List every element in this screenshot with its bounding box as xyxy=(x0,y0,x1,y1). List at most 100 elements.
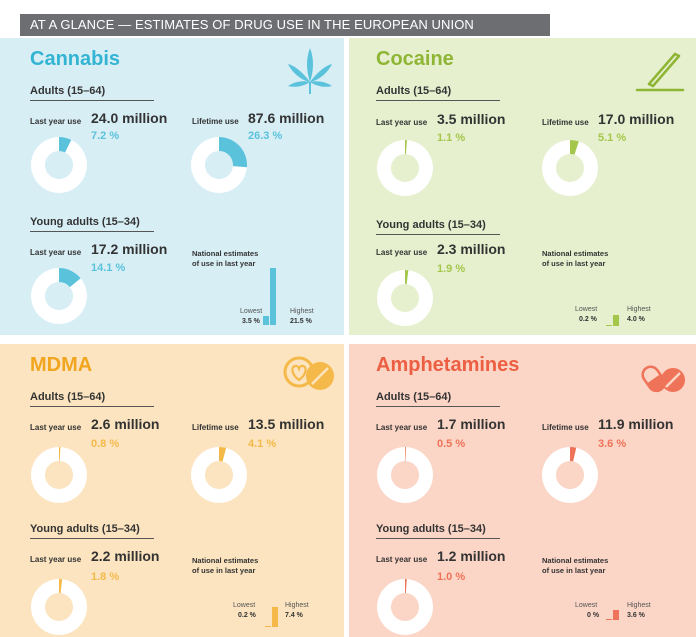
young-rule xyxy=(376,234,500,235)
young-heading: Young adults (15–34) xyxy=(376,523,486,535)
panel-title: Cocaine xyxy=(376,48,454,70)
national-line-2: of use in last year xyxy=(192,566,256,575)
donut-slice xyxy=(59,268,81,288)
lowest-value: 0.2 % xyxy=(579,316,597,323)
adults-rule xyxy=(376,406,500,407)
donut-slice xyxy=(219,137,247,168)
range-bar-highest xyxy=(272,607,278,627)
donut-young-last-year xyxy=(30,579,87,635)
highest-value: 7.4 % xyxy=(285,612,303,619)
adult-lifetime-value: 11.9 million xyxy=(598,416,674,432)
adult-lifetime-percent: 26.3 % xyxy=(248,130,283,142)
header-title: AT A GLANCE — ESTIMATES OF DRUG USE IN T… xyxy=(30,17,474,32)
adult-last-year-value: 24.0 million xyxy=(91,110,168,126)
adults-heading: Adults (15–64) xyxy=(376,391,452,403)
panel-amphetamines: Amphetamines Adults (15–64) Last year us… xyxy=(349,344,696,637)
adult-lifetime-percent: 4.1 % xyxy=(248,438,277,450)
last-year-label: Last year use xyxy=(30,423,82,432)
range-bar-highest xyxy=(270,268,276,325)
national-line-1: National estimates xyxy=(542,249,609,258)
panel-title: Amphetamines xyxy=(376,354,520,376)
young-last-year-label: Last year use xyxy=(30,555,82,564)
young-heading: Young adults (15–34) xyxy=(30,216,140,228)
donut-slice xyxy=(59,579,63,594)
donut-slice xyxy=(219,447,227,462)
lowest-value: 3.5 % xyxy=(242,318,260,325)
lowest-label: Lowest xyxy=(575,306,598,313)
donut-ring xyxy=(376,579,433,635)
range-bar-lowest xyxy=(265,626,271,627)
last-year-label: Last year use xyxy=(30,117,82,126)
national-line-1: National estimates xyxy=(542,556,609,565)
young-rule xyxy=(376,538,500,539)
highest-label: Highest xyxy=(285,602,309,609)
lowest-value: 0.2 % xyxy=(238,612,256,619)
donut-adult-last-year xyxy=(30,137,87,193)
donut-young-last-year xyxy=(376,579,433,635)
panel-cannabis: Cannabis Adults (15–64) Last year use 24… xyxy=(0,38,344,335)
adults-rule xyxy=(30,100,154,101)
donut-ring xyxy=(30,579,87,635)
national-line-2: of use in last year xyxy=(542,566,606,575)
adult-lifetime-value: 17.0 million xyxy=(598,111,675,127)
lowest-label: Lowest xyxy=(575,602,598,609)
header-banner: AT A GLANCE — ESTIMATES OF DRUG USE IN T… xyxy=(20,14,550,36)
adults-heading: Adults (15–64) xyxy=(30,391,106,403)
adults-heading: Adults (15–64) xyxy=(30,85,106,97)
young-last-year-label: Last year use xyxy=(30,248,82,257)
young-last-year-percent: 1.0 % xyxy=(437,571,466,583)
adult-lifetime-percent: 5.1 % xyxy=(598,132,627,144)
national-estimates-label: National estimates of use in last year xyxy=(542,249,608,269)
young-last-year-percent: 1.9 % xyxy=(437,263,466,275)
adult-last-year-percent: 1.1 % xyxy=(437,132,466,144)
young-last-year-value: 2.3 million xyxy=(437,241,506,257)
young-heading: Young adults (15–34) xyxy=(30,523,140,535)
national-line-2: of use in last year xyxy=(542,259,606,268)
donut-ring xyxy=(376,447,433,503)
adults-rule xyxy=(376,100,500,101)
donut-slice xyxy=(405,140,407,155)
donut-slice xyxy=(405,447,406,462)
range-bar-lowest xyxy=(263,315,269,325)
young-last-year-label: Last year use xyxy=(376,555,428,564)
adult-last-year-percent: 7.2 % xyxy=(91,130,120,142)
adult-last-year-percent: 0.8 % xyxy=(91,438,120,450)
mdma-pills-icon xyxy=(283,356,334,390)
lifetime-label: Lifetime use xyxy=(542,423,589,432)
highest-label: Highest xyxy=(290,308,314,315)
donut-ring xyxy=(30,447,87,503)
young-last-year-percent: 1.8 % xyxy=(91,571,120,583)
adult-lifetime-percent: 3.6 % xyxy=(598,438,627,450)
young-last-year-percent: 14.1 % xyxy=(91,262,126,274)
lifetime-label: Lifetime use xyxy=(542,118,589,127)
donut-ring xyxy=(541,140,598,196)
young-heading: Young adults (15–34) xyxy=(376,219,486,231)
lowest-label: Lowest xyxy=(233,602,256,609)
adult-last-year-percent: 0.5 % xyxy=(437,438,466,450)
young-last-year-label: Last year use xyxy=(376,248,428,257)
donut-slice xyxy=(405,270,409,285)
adults-rule xyxy=(30,406,154,407)
donut-young-last-year xyxy=(30,268,87,324)
panel-mdma: MDMA Adults (15–64) Last year use 2.6 mi… xyxy=(0,344,344,637)
donut-young-last-year xyxy=(376,270,433,326)
range-bar-lowest xyxy=(606,619,612,620)
adult-lifetime-value: 87.6 million xyxy=(248,110,325,126)
lifetime-label: Lifetime use xyxy=(192,423,239,432)
highest-value: 4.0 % xyxy=(627,316,645,323)
donut-slice xyxy=(405,579,407,594)
adults-heading: Adults (15–64) xyxy=(376,85,452,97)
donut-ring xyxy=(541,447,598,503)
donut-adult-last-year xyxy=(30,447,87,503)
donut-adult-lifetime xyxy=(541,447,598,503)
donut-adult-lifetime xyxy=(541,140,598,196)
donut-slice xyxy=(59,137,72,153)
young-rule xyxy=(30,231,154,232)
national-estimates-label: National estimates of use in last year xyxy=(192,556,258,576)
young-rule xyxy=(30,538,154,539)
young-last-year-value: 2.2 million xyxy=(91,548,160,564)
donut-ring xyxy=(376,140,433,196)
donut-adult-last-year xyxy=(376,447,433,503)
donut-adult-last-year xyxy=(376,140,433,196)
donut-slice xyxy=(59,447,61,462)
